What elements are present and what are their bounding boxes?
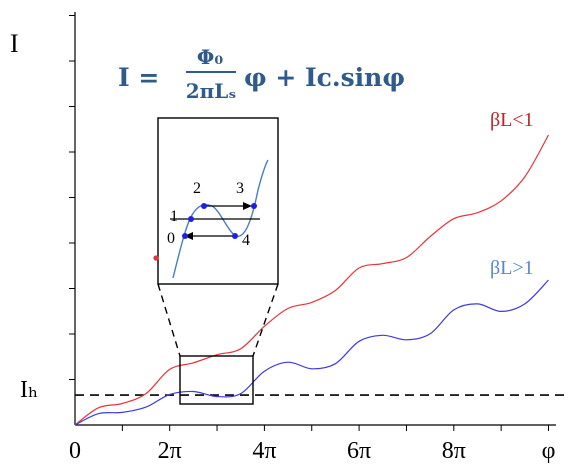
zoom-region-box [179,355,254,405]
inset-label-4: 4 [242,232,250,249]
zoom-connector-right [252,283,279,357]
inset-point-3 [251,203,257,209]
series-line-beta-l-greater-1 [74,279,549,426]
x-tick-label: 4π [252,438,276,464]
series-label-beta-l-less-1: βL<1 [490,109,534,131]
inset-arrowhead-right [243,202,252,210]
inset-label-1: 1 [170,208,178,225]
inset-point-4 [232,233,238,239]
series-line-beta-l-less-1 [74,134,550,426]
svg-text:I =: I = [118,63,159,92]
x-ticks: 0 2π 4π 6π 8π φ [69,425,555,464]
x-tick-label: 6π [347,438,371,464]
inset: 0 1 2 3 4 [157,117,279,285]
inset-label-3: 3 [236,180,244,197]
x-tick-label: φ [542,438,556,464]
y-ticks [69,15,75,380]
inset-label-2: 2 [193,180,201,197]
inset-label-0: 0 [167,230,175,247]
inset-arrowhead-left [184,232,193,240]
x-tick-label: 8π [442,438,466,464]
svg-text:Φ₀: Φ₀ [197,45,223,69]
inset-point-2 [201,203,207,209]
inset-point-0 [182,233,188,239]
y-axis-label: I [10,29,19,58]
x-tick-label: 0 [69,438,81,464]
formula: I = Φ₀ 2πLₛ φ + Iᴄ.sinφ [118,45,405,103]
svg-text:φ + Iᴄ.sinφ: φ + Iᴄ.sinφ [244,63,405,92]
zoom-connector-left [157,283,181,357]
red-marker [153,255,159,261]
series-label-beta-l-greater-1: βL>1 [490,257,534,279]
threshold-label: Iₕ [20,377,38,403]
x-tick-label: 2π [158,438,182,464]
inset-point-1 [188,216,194,222]
inset-frame [157,117,279,285]
svg-text:2πLₛ: 2πLₛ [186,79,237,103]
